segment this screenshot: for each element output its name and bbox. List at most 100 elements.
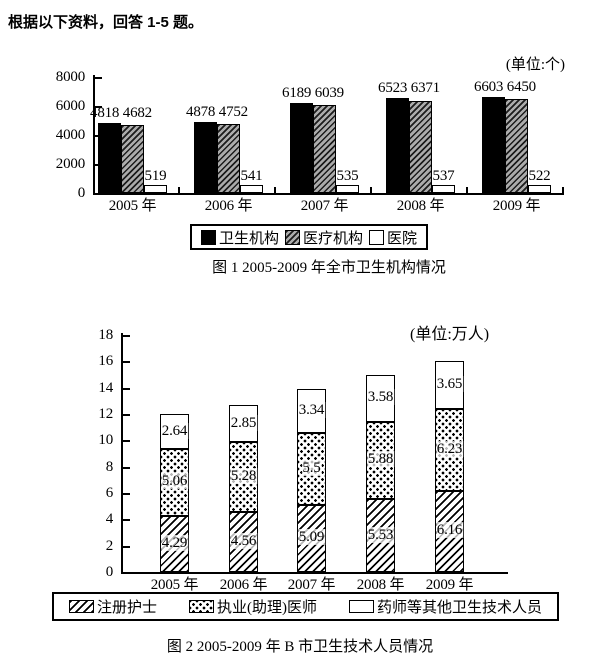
fig2-seg-pharmacists-label: 2.85 [229, 414, 258, 431]
fig2-seg-nurses-label: 5.53 [366, 526, 395, 543]
fig2-seg-physicians-label: 5.88 [366, 451, 395, 468]
fig2-seg-nurses-label: 4.29 [160, 534, 189, 551]
fig1-x-category-label: 2008 年 [396, 198, 445, 214]
fig2-seg-physicians-label: 6.23 [435, 440, 464, 457]
fig2-y-tick-label: 6 [105, 485, 114, 501]
fig2-seg-nurses-label: 6.16 [435, 522, 464, 539]
fig2-x-axis [121, 572, 508, 574]
fig1-value-label-hospital: 535 [336, 168, 359, 185]
fig1-bar-health-institutions [482, 97, 505, 193]
legend-item-hospitals: 医院 [368, 227, 417, 248]
fig1-value-label-pair: 4818 4682 [90, 105, 152, 122]
legend-label: 执业(助理)医师 [217, 600, 317, 616]
fig1-bar-medical-institutions [217, 124, 240, 193]
fig2-seg-pharmacists-label: 3.65 [435, 375, 464, 392]
fig2-y-tick-label: 8 [105, 458, 114, 475]
fig2-y-tick-label: 18 [98, 327, 113, 343]
fig1-x-category-label: 2005 年 [108, 198, 157, 214]
fig1-y-tick-label: 6000 [55, 98, 85, 114]
fig2-y-tick [123, 545, 130, 548]
figure1-unit-label: (单位:个) [505, 57, 565, 73]
fig2-y-tick-label: 2 [105, 537, 114, 554]
fig2-y-tick-label: 14 [98, 379, 113, 396]
fig2-y-tick [123, 493, 130, 495]
fig1-x-tick [274, 187, 276, 193]
fig2-y-tick [123, 335, 130, 337]
fig1-x-category-label: 2007 年 [300, 198, 349, 214]
fig1-y-tick-label: 8000 [55, 69, 85, 85]
figure2-caption: 图 2 2005-2009 年 B 市卫生技术人员情况 [166, 639, 434, 655]
fig2-x-category-label: 2006 年 [219, 577, 268, 593]
white-swatch [368, 229, 384, 245]
fig2-y-tick [123, 440, 130, 443]
fig1-bar-hospitals [336, 185, 359, 193]
legend-item-medical-institutions: 医疗机构 [284, 227, 363, 248]
fig2-seg-nurses-label: 4.56 [229, 532, 258, 549]
fig2-x-category-label: 2007 年 [287, 577, 336, 593]
fig1-bar-health-institutions [194, 122, 217, 193]
fig2-seg-pharmacists-label: 2.64 [160, 422, 189, 439]
fig2-y-tick-label: 12 [98, 406, 113, 422]
fig1-value-label-hospital: 522 [528, 168, 551, 185]
figure1-legend: 卫生机构 医疗机构 医院 [190, 224, 428, 250]
fig1-y-tick-label: 2000 [55, 156, 85, 172]
fig1-value-label-pair: 4878 4752 [186, 104, 248, 121]
instruction-text: 根据以下资料，回答 1-5 题。 [8, 14, 204, 31]
white-rect-swatch [348, 600, 374, 613]
fig1-bar-health-institutions [386, 98, 409, 193]
fig1-bar-hospitals [240, 185, 263, 193]
figure1-caption: 图 1 2005-2009 年全市卫生机构情况 [212, 260, 446, 276]
fig1-bar-hospitals [144, 185, 167, 193]
legend-label: 医院 [386, 230, 417, 247]
fig2-seg-nurses-label: 5.09 [297, 529, 326, 546]
fig2-y-tick [123, 414, 130, 416]
fig1-bar-medical-institutions [409, 100, 432, 193]
fig1-x-tick [178, 187, 180, 193]
fig1-value-label-hospital: 541 [240, 168, 263, 185]
fig2-y-tick [123, 387, 130, 390]
fig2-x-category-label: 2008 年 [356, 577, 405, 593]
fig1-bar-medical-institutions [505, 99, 528, 193]
fig2-x-category-label: 2009 年 [425, 577, 474, 593]
fig1-bar-hospitals [432, 185, 455, 193]
fig2-x-category-label: 2005 年 [150, 577, 199, 593]
fig2-y-tick-label: 16 [98, 353, 113, 370]
legend-item-registered-nurses: 注册护士 [69, 596, 157, 617]
legend-label: 注册护士 [97, 600, 158, 616]
fig2-seg-physicians-label: 5.06 [160, 473, 189, 490]
legend-item-pharmacists-others: 药师等其他卫生技术人员 [348, 596, 542, 617]
fig2-seg-pharmacists-label: 3.34 [297, 401, 326, 418]
fig1-y-tick [95, 106, 102, 108]
fig1-y-axis [93, 75, 95, 195]
fig1-x-category-label: 2009 年 [492, 198, 541, 214]
fig2-seg-physicians-label: 5.28 [229, 468, 258, 485]
figure2-legend: 注册护士 执业(助理)医师 药师等其他卫生技术人员 [52, 592, 559, 621]
fig1-x-tick [370, 187, 372, 193]
fig1-y-tick [95, 77, 102, 79]
legend-label: 医疗机构 [302, 230, 363, 247]
diag-hatch-swatch [69, 600, 94, 613]
fig2-y-tick-label: 10 [98, 432, 113, 449]
legend-label: 药师等其他卫生技术人员 [376, 600, 542, 616]
solid-black-swatch [201, 229, 216, 245]
dots-swatch [189, 600, 214, 613]
fig1-bar-health-institutions [290, 103, 313, 193]
fig2-y-tick-label: 0 [105, 564, 114, 580]
fig1-value-label-pair: 6189 6039 [282, 85, 344, 102]
fig1-value-label-hospital: 537 [432, 168, 455, 185]
fig1-bar-hospitals [528, 185, 551, 193]
fig2-y-tick [123, 466, 130, 469]
fig2-y-axis [121, 333, 123, 574]
fig1-bar-medical-institutions [313, 105, 336, 193]
fig1-bar-health-institutions [98, 123, 121, 193]
fig1-bar-medical-institutions [121, 125, 144, 193]
fig1-y-tick-label: 4000 [55, 127, 85, 143]
figure2-unit-label: (单位:万人) [410, 326, 490, 343]
fig1-x-axis [93, 193, 564, 195]
legend-item-licensed-physicians: 执业(助理)医师 [189, 596, 317, 617]
fig1-y-tick-label: 0 [77, 185, 86, 201]
legend-label: 卫生机构 [219, 230, 280, 247]
fig1-value-label-hospital: 519 [144, 168, 167, 185]
legend-item-health-institutions: 卫生机构 [201, 227, 279, 248]
